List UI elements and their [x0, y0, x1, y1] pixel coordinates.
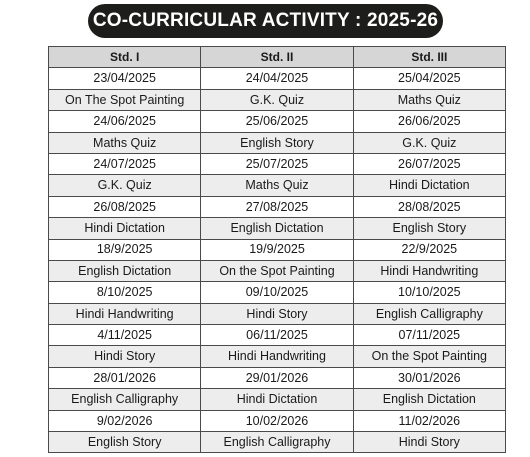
- date-row: 8/10/2025 09/10/2025 10/10/2025: [47, 281, 507, 304]
- activity-row: English Dictation On the Spot Painting Hin…: [47, 259, 507, 283]
- date-row: 18/9/2025 19/9/2025 22/9/2025: [47, 238, 507, 261]
- activity-row: Hindi Dictation English Dictation English …: [47, 217, 507, 240]
- activity-cell: Hindi Story: [352, 431, 507, 454]
- date-cell: 24/07/2025: [47, 152, 202, 176]
- date-cell: 24/04/2025: [200, 67, 354, 90]
- date-cell: 25/04/2025: [352, 67, 507, 90]
- date-cell: 19/9/2025: [200, 238, 354, 261]
- date-row: 24/07/2025 25/07/2025 26/07/2025: [47, 152, 507, 176]
- date-cell: 8/10/2025: [47, 281, 202, 304]
- date-cell: 27/08/2025: [200, 195, 354, 219]
- activity-row: Maths Quiz English Story G.K. Quiz: [47, 131, 507, 154]
- column-header-std-3: Std. III: [352, 45, 507, 69]
- date-cell: 09/10/2025: [200, 281, 354, 304]
- date-cell: 07/11/2025: [352, 324, 507, 347]
- date-cell: 10/02/2026: [200, 409, 354, 433]
- date-row: 26/08/2025 27/08/2025 28/08/2025: [47, 195, 507, 219]
- table-body: 23/04/2025 24/04/2025 25/04/2025 On The Spo…: [47, 67, 507, 454]
- date-cell: 10/10/2025: [352, 281, 507, 304]
- activity-cell: Hindi Story: [47, 345, 202, 368]
- activity-cell: Hindi Story: [200, 302, 354, 326]
- date-row: 23/04/2025 24/04/2025 25/04/2025: [47, 67, 507, 90]
- date-row: 9/02/2026 10/02/2026 11/02/2026: [47, 409, 507, 433]
- activity-cell: English Story: [352, 217, 507, 240]
- date-cell: 26/08/2025: [47, 195, 202, 219]
- activity-cell: On the Spot Painting: [352, 345, 507, 368]
- activity-cell: Maths Quiz: [352, 88, 507, 112]
- date-row: 24/06/2025 25/06/2025 26/06/2025: [47, 110, 507, 133]
- date-cell: 24/06/2025: [47, 110, 202, 133]
- activity-row: English Calligraphy Hindi Dictation Englis…: [47, 388, 507, 411]
- activity-cell: English Dictation: [200, 217, 354, 240]
- activity-cell: Hindi Dictation: [47, 217, 202, 240]
- date-cell: 22/9/2025: [352, 238, 507, 261]
- date-cell: 29/01/2026: [200, 366, 354, 390]
- activity-cell: G.K. Quiz: [200, 88, 354, 112]
- activity-row: G.K. Quiz Maths Quiz Hindi Dictation: [47, 174, 507, 197]
- activity-cell: English Calligraphy: [352, 302, 507, 326]
- date-cell: 11/02/2026: [352, 409, 507, 433]
- activity-cell: Hindi Handwriting: [47, 302, 202, 326]
- activity-cell: Hindi Dictation: [352, 174, 507, 197]
- date-cell: 30/01/2026: [352, 366, 507, 390]
- date-cell: 23/04/2025: [47, 67, 202, 90]
- activity-cell: On The Spot Painting: [47, 88, 202, 112]
- column-header-std-1: Std. I: [47, 45, 202, 69]
- activity-cell: English Calligraphy: [47, 388, 202, 411]
- date-cell: 06/11/2025: [200, 324, 354, 347]
- activity-cell: Maths Quiz: [200, 174, 354, 197]
- activity-cell: English Dictation: [47, 259, 202, 283]
- activity-cell: On the Spot Painting: [200, 259, 354, 283]
- page-title: CO-CURRICULAR ACTIVITY : 2025-26: [88, 4, 443, 38]
- activity-cell: Hindi Handwriting: [352, 259, 507, 283]
- column-header-std-2: Std. II: [200, 45, 354, 69]
- activity-cell: English Dictation: [352, 388, 507, 411]
- activity-cell: English Story: [47, 431, 202, 454]
- date-cell: 18/9/2025: [47, 238, 202, 261]
- activity-cell: Maths Quiz: [47, 131, 202, 154]
- date-cell: 25/06/2025: [200, 110, 354, 133]
- date-cell: 25/07/2025: [200, 152, 354, 176]
- date-row: 28/01/2026 29/01/2026 30/01/2026: [47, 366, 507, 390]
- activity-row: English Story English Calligraphy Hindi St…: [47, 431, 507, 454]
- activity-row: On The Spot Painting G.K. Quiz Maths Quiz: [47, 88, 507, 112]
- date-row: 4/11/2025 06/11/2025 07/11/2025: [47, 324, 507, 347]
- date-cell: 4/11/2025: [47, 324, 202, 347]
- activity-schedule-table: Std. I Std. II Std. III 23/04/2025 24/04/…: [47, 45, 507, 454]
- table-header-row: Std. I Std. II Std. III: [47, 45, 507, 69]
- date-cell: 26/07/2025: [352, 152, 507, 176]
- date-cell: 9/02/2026: [47, 409, 202, 433]
- activity-row: Hindi Story Hindi Handwriting On the Spot …: [47, 345, 507, 368]
- activity-cell: G.K. Quiz: [352, 131, 507, 154]
- activity-cell: Hindi Handwriting: [200, 345, 354, 368]
- date-cell: 26/06/2025: [352, 110, 507, 133]
- activity-cell: Hindi Dictation: [200, 388, 354, 411]
- activity-row: Hindi Handwriting Hindi Story English Call…: [47, 302, 507, 326]
- activity-cell: English Calligraphy: [200, 431, 354, 454]
- date-cell: 28/01/2026: [47, 366, 202, 390]
- date-cell: 28/08/2025: [352, 195, 507, 219]
- activity-cell: G.K. Quiz: [47, 174, 202, 197]
- activity-cell: English Story: [200, 131, 354, 154]
